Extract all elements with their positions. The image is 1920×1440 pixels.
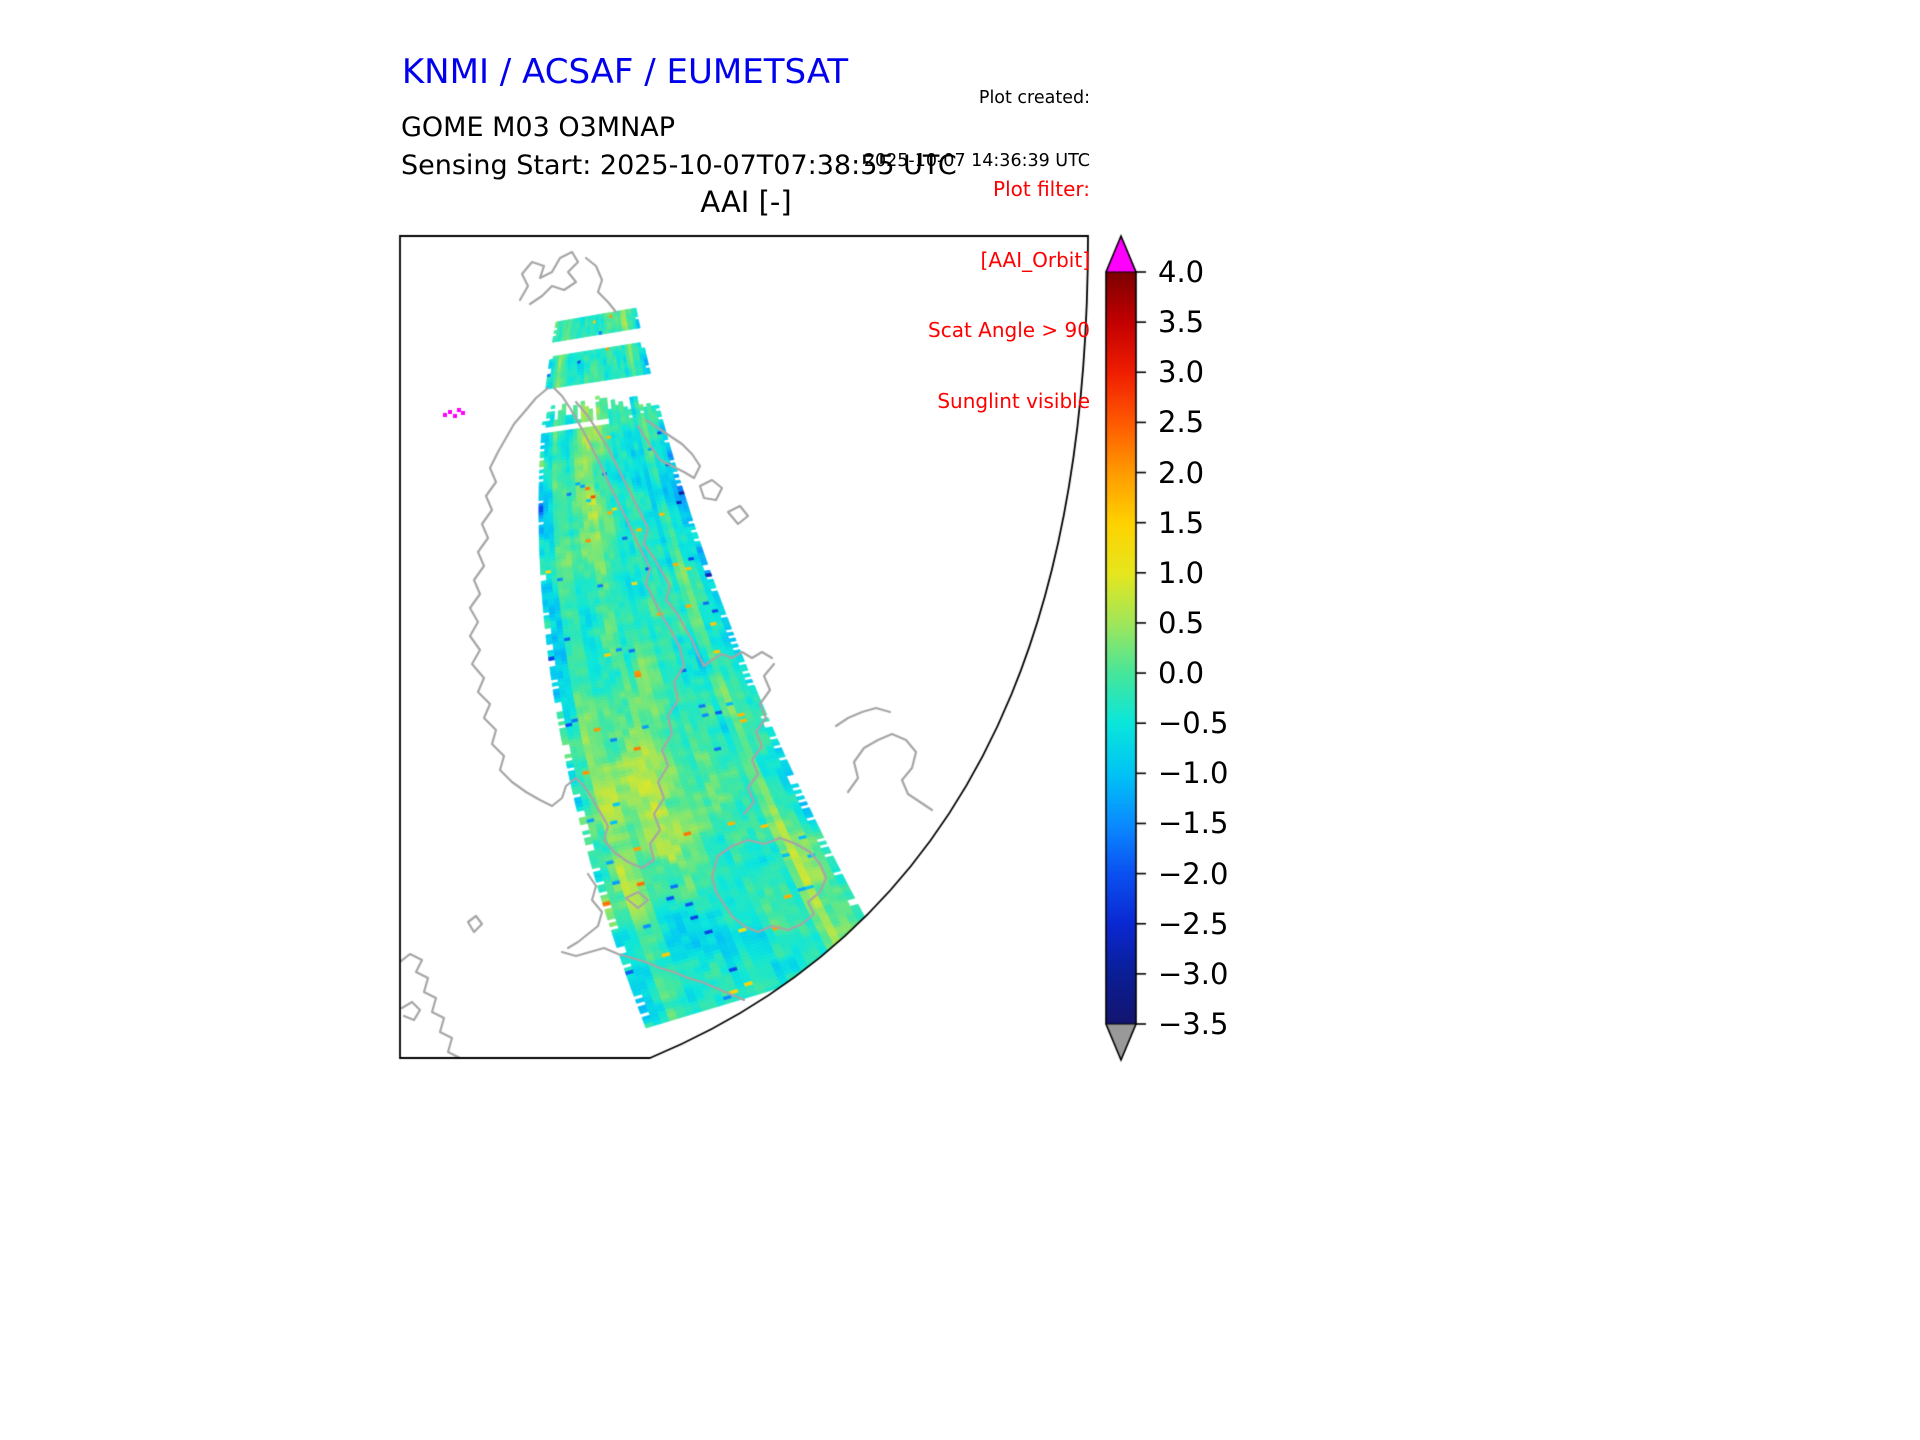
colorbar-tick-label: −0.5	[1158, 706, 1229, 741]
sensing-start-line: Sensing Start: 2025-10-07T07:38:55 UTC	[401, 150, 957, 181]
colorbar-tick-label: 3.5	[1158, 305, 1205, 340]
instrument-title: GOME M03 O3MNAP	[401, 112, 676, 143]
colorbar-tick-label: 1.5	[1158, 505, 1205, 540]
colorbar-tick-label: 2.5	[1158, 405, 1205, 440]
plot-filter-line: Sunglint visible	[937, 388, 1090, 413]
plot-filter-line: Scat Angle > 90	[928, 318, 1090, 342]
colorbar-tick-label: −3.5	[1158, 1007, 1229, 1041]
colorbar-tick-label: −3.0	[1158, 956, 1229, 991]
plot-created-label: Plot created:	[978, 88, 1090, 108]
colorbar-tick-label: 4.0	[1158, 255, 1205, 289]
colorbar-tick-label: 0.0	[1158, 656, 1205, 691]
colorbar-tick-label: 2.0	[1158, 455, 1205, 490]
plot-filter-label: Plot filter:	[993, 177, 1090, 201]
colorbar-tick-label: 3.0	[1158, 355, 1205, 390]
colorbar-tick-label: −1.5	[1158, 806, 1229, 841]
plot-created-timestamp: 2025-10-07 14:36:39 UTC	[863, 151, 1090, 171]
colorbar-tick-label: 0.5	[1158, 605, 1205, 640]
colorbar-tick-label: 1.0	[1158, 555, 1205, 590]
axes-title: AAI [-]	[700, 185, 792, 219]
colorbar-tick-label: −1.0	[1158, 756, 1229, 791]
plot-filter-line: [AAI_Orbit]	[980, 247, 1090, 272]
org-title: KNMI / ACSAF / EUMETSAT	[401, 52, 849, 92]
plot-created-block: Plot created: 2025-10-07 14:36:39 UTC	[864, 46, 1090, 214]
plot-filter-block: Plot filter: [AAI_Orbit] Scat Angle > 90…	[928, 131, 1090, 460]
colorbar-tick-label: −2.5	[1158, 906, 1229, 941]
colorbar-tick-label: −2.0	[1158, 856, 1229, 891]
